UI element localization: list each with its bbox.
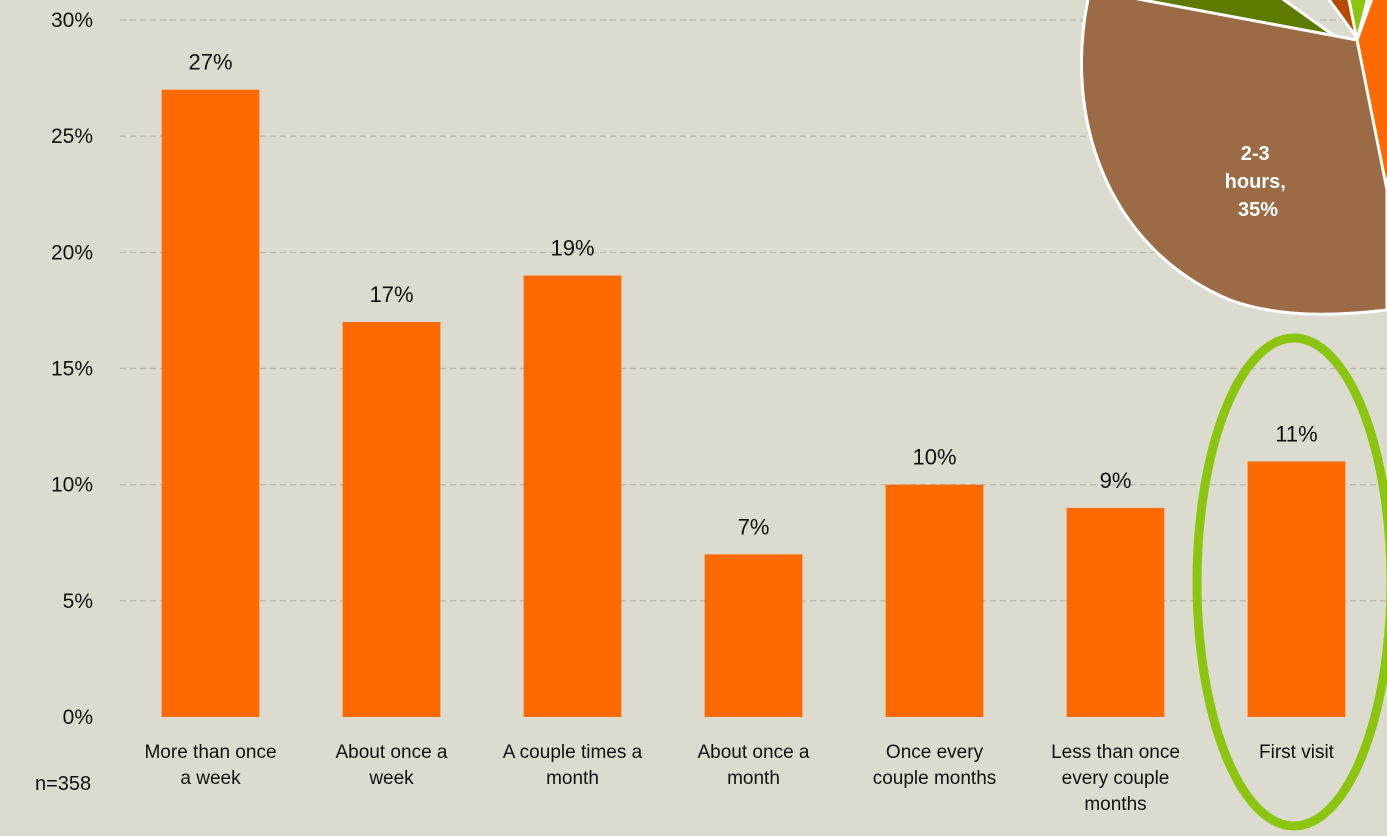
value-labels: 27% 17% 19% 7% 10% 9% 11%	[188, 50, 1317, 540]
bar-value-label: 10%	[912, 445, 956, 470]
bar-value-label: 17%	[369, 282, 413, 307]
y-axis-ticks: 0% 5% 10% 15% 20% 25% 30%	[51, 9, 93, 729]
y-tick-label: 15%	[51, 358, 93, 381]
x-category-label-line: every couple	[1062, 768, 1170, 789]
bar-value-label: 9%	[1100, 468, 1132, 493]
gridlines	[120, 19, 1387, 602]
pie-chart: 2-3 hours, 35%	[1079, 0, 1387, 316]
pie-slice-2-3-hours	[1079, 0, 1387, 316]
x-category-label: A couple times a month	[503, 742, 643, 789]
y-tick-label: 25%	[51, 125, 93, 148]
x-category-label-line: Once every	[886, 742, 984, 763]
x-category-label-line: couple months	[873, 768, 997, 789]
bar	[342, 322, 441, 717]
bar-value-label: 7%	[738, 514, 770, 539]
y-tick-label: 30%	[51, 9, 93, 32]
pie-label-2-3-hours: 2-3 hours, 35%	[1225, 143, 1292, 221]
bar	[1247, 461, 1346, 717]
highlight-ellipse-first-visit	[1192, 333, 1387, 831]
x-category-label-line: month	[727, 768, 780, 789]
x-category-label-line: More than once	[144, 742, 276, 763]
x-category-label-line: About once a	[698, 742, 810, 763]
y-tick-label: 10%	[51, 474, 93, 497]
y-tick-label: 20%	[51, 241, 93, 264]
bar-value-label: 19%	[550, 236, 594, 261]
y-tick-label: 0%	[63, 706, 93, 729]
x-category-label-line: About once a	[336, 742, 448, 763]
x-category-label-line: a week	[180, 768, 241, 789]
bar	[161, 89, 260, 717]
category-labels: More than once a week About once a week A co…	[144, 742, 1334, 815]
bar-value-label: 11%	[1275, 421, 1317, 446]
x-category-label-line: A couple times a	[503, 742, 643, 763]
bar	[704, 554, 803, 717]
y-tick-label: 5%	[63, 590, 93, 613]
sample-size-label: n=358	[35, 773, 91, 795]
pie-label-line-1: 2-3	[1241, 143, 1270, 165]
x-category-label-line: month	[546, 768, 599, 789]
bar	[523, 275, 622, 717]
bar	[1066, 507, 1165, 717]
pie-slice-light-green	[1347, 0, 1369, 41]
x-category-label: About once a month	[698, 742, 810, 789]
x-category-label-line: First visit	[1259, 742, 1335, 763]
pie-label-line-3: 35%	[1238, 199, 1278, 221]
bar	[885, 484, 984, 717]
x-category-label: Once every couple months	[873, 742, 997, 789]
x-category-label-line: Less than once	[1051, 742, 1180, 763]
bar-value-label: 27%	[188, 50, 232, 75]
x-category-label: First visit	[1259, 742, 1335, 763]
pie-label-line-2: hours,	[1225, 171, 1286, 193]
x-category-label-line: months	[1084, 794, 1146, 815]
x-category-label: About once a week	[336, 742, 448, 789]
x-category-label-line: week	[368, 768, 414, 789]
bars	[161, 89, 1346, 717]
x-category-label: Less than once every couple months	[1051, 742, 1180, 815]
x-category-label: More than once a week	[144, 742, 276, 789]
